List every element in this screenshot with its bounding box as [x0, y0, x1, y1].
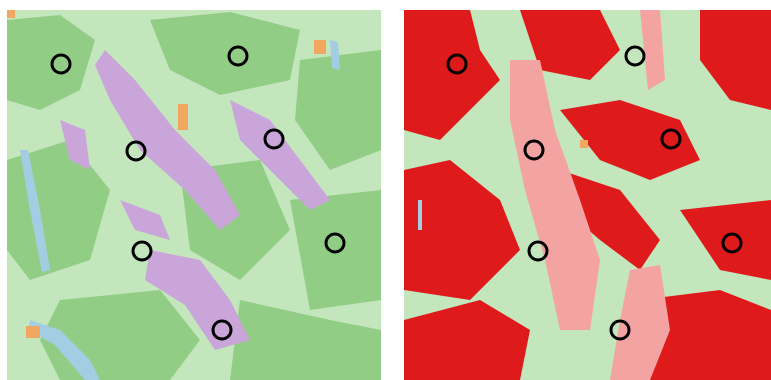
orange-patch: [314, 40, 326, 54]
orange-patch: [178, 104, 188, 130]
map-figure: [0, 0, 771, 380]
orange-patch: [580, 140, 588, 148]
orange-patch: [26, 326, 40, 338]
right-map: [404, 10, 771, 380]
left-map: [7, 10, 381, 380]
orange-patch: [7, 10, 15, 18]
water-streak: [418, 200, 422, 230]
page: {}: [0, 0, 771, 380]
